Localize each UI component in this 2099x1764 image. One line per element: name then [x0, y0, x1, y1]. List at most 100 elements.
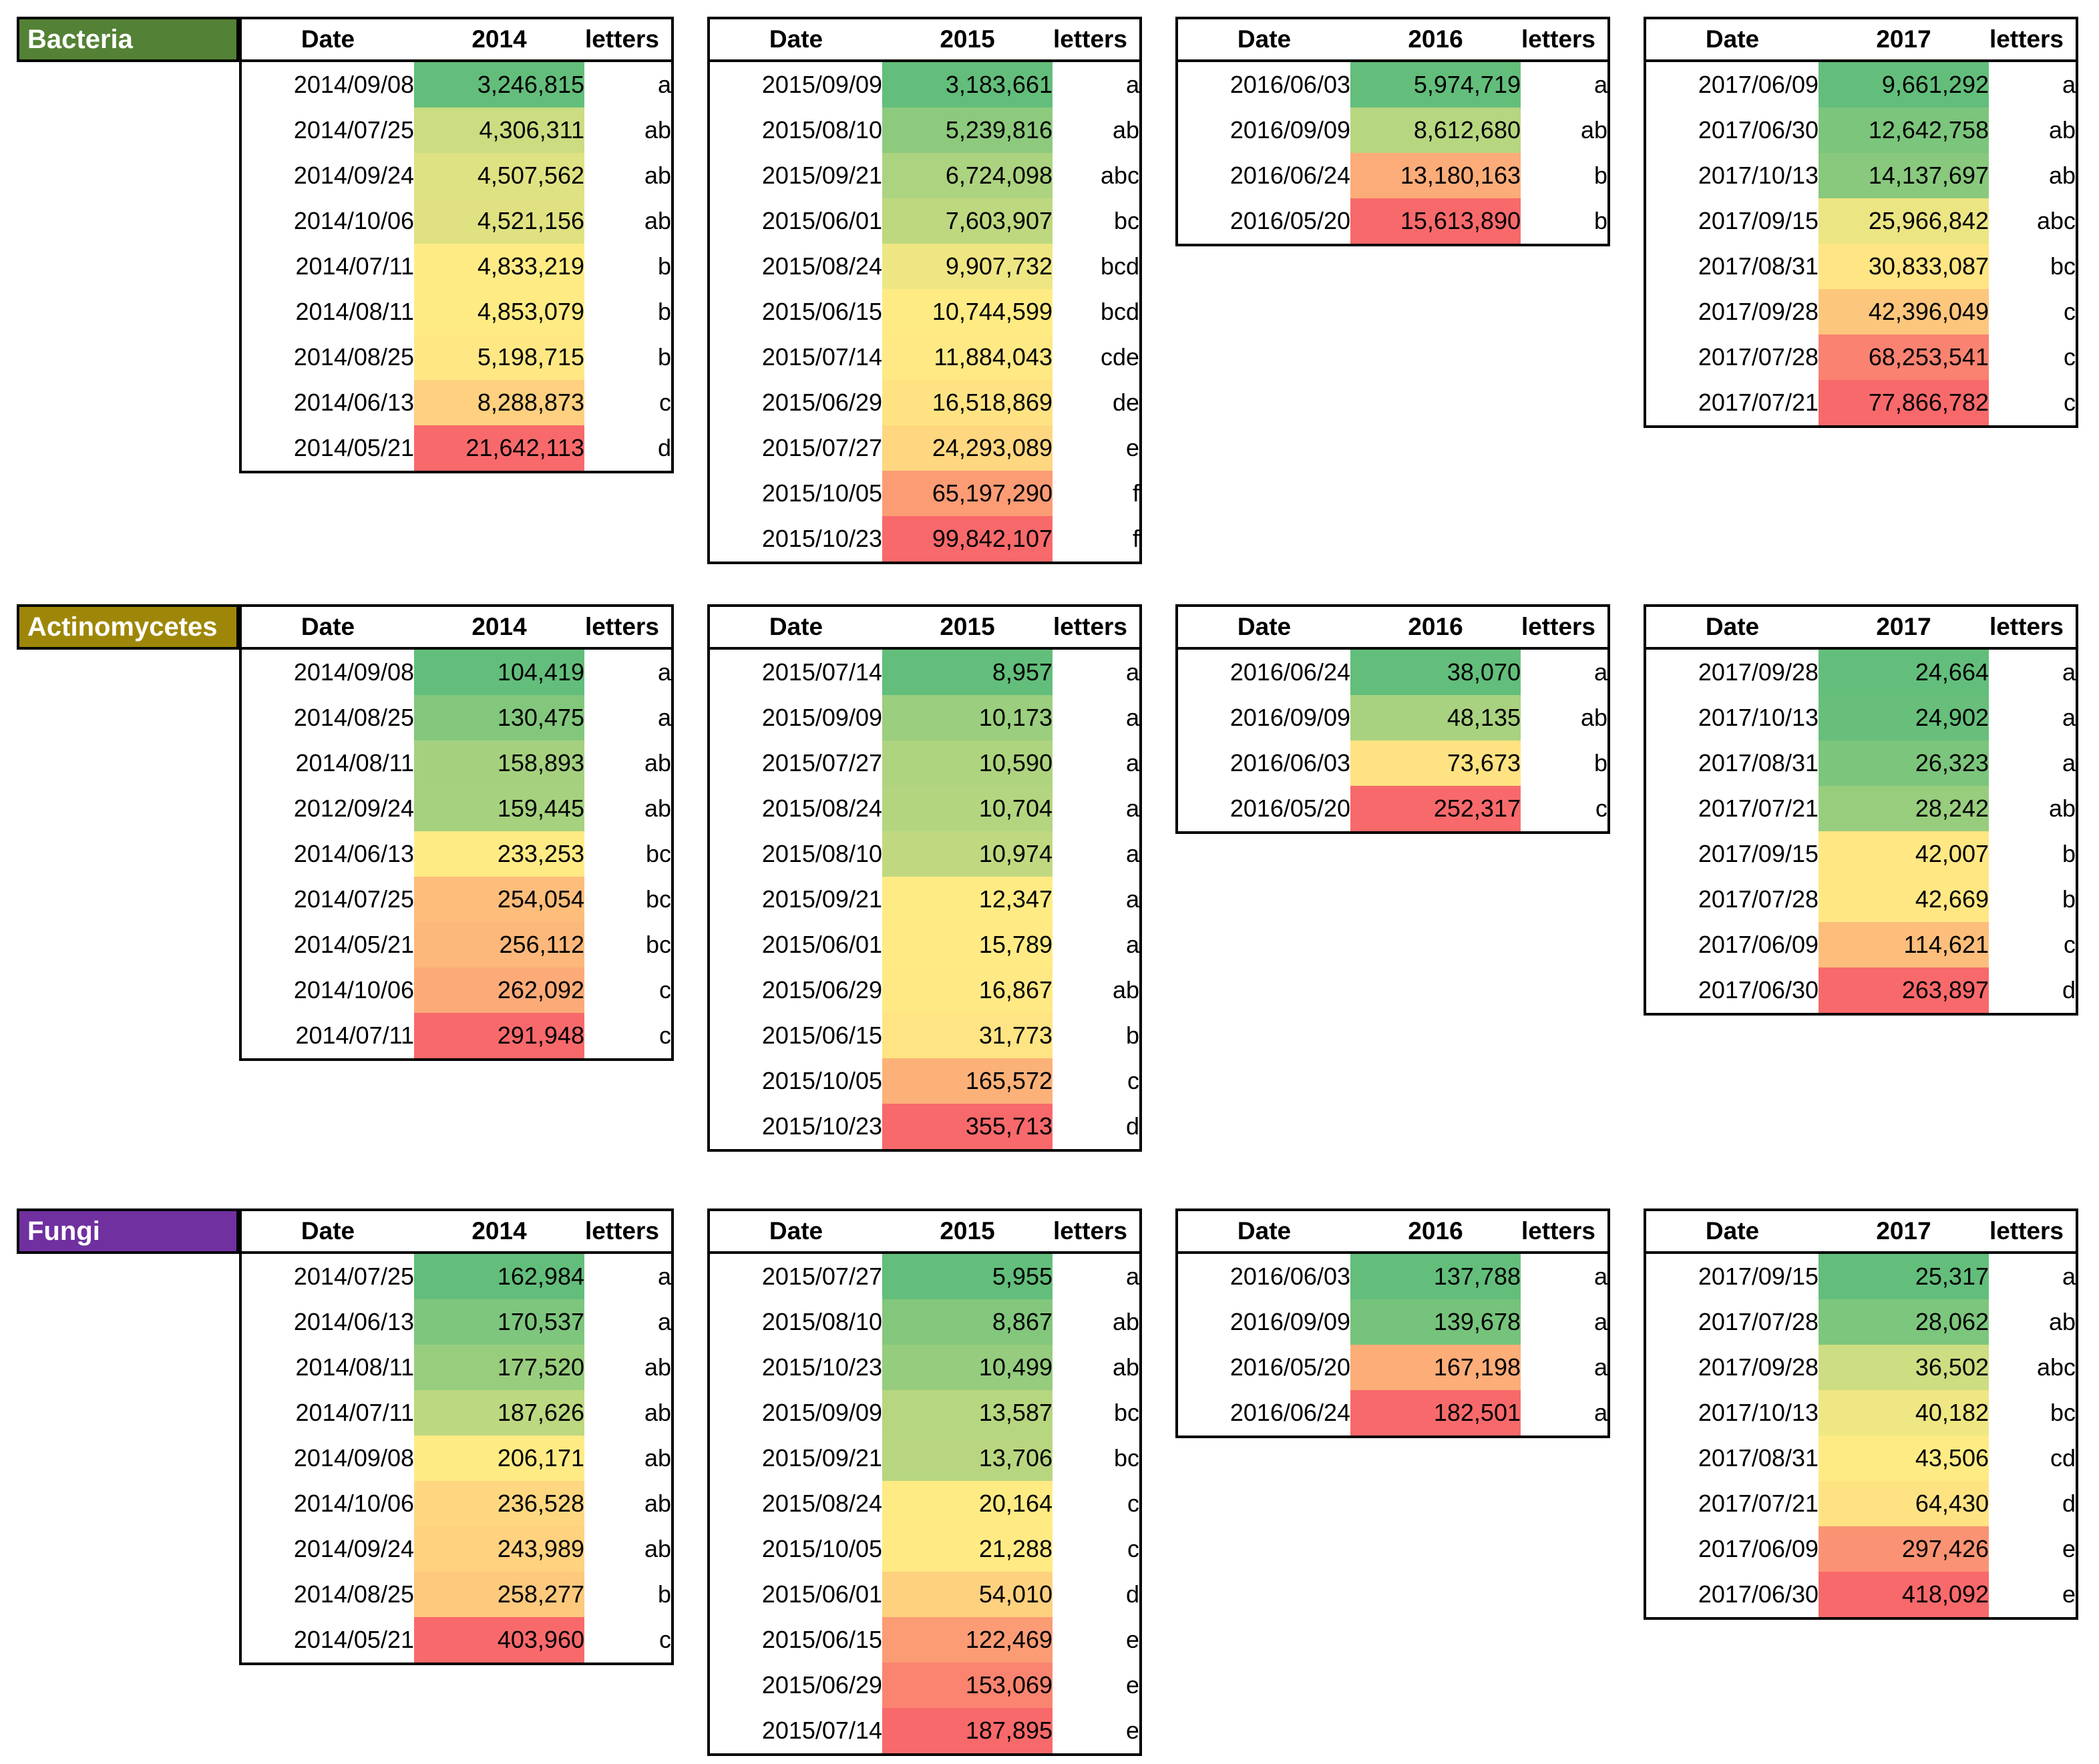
letters-cell: c	[659, 1022, 671, 1049]
letters-cell: bc	[2050, 1399, 2076, 1426]
heatmap-table-actinomycetes-2017: Date 2017 letters 2017/09/28 24,664 a 2017/10/…	[1644, 604, 2078, 1016]
table-row: 2014/10/06 236,528 ab	[240, 1481, 673, 1526]
date-cell: 2017/08/31	[1698, 749, 1819, 777]
value-cell: 48,135	[1350, 695, 1521, 740]
date-cell: 2016/06/24	[1229, 1399, 1350, 1426]
value-cell: 42,007	[1819, 831, 1989, 877]
date-cell: 2014/08/11	[295, 298, 414, 325]
letters-cell: a	[1593, 1353, 1607, 1381]
letters-cell: ab	[644, 162, 671, 189]
date-cell: 2016/05/20	[1229, 1353, 1350, 1381]
bacteria-label-and-first-table: Bacteria Date 2014 letters 2014/09/08 3,246,…	[17, 17, 674, 473]
date-cell: 2017/09/15	[1698, 840, 1819, 867]
column-header-letters: letters	[584, 18, 673, 62]
date-cell: 2014/08/11	[295, 749, 414, 777]
letters-cell: bc	[645, 931, 671, 958]
table-row: 2014/09/08 3,246,815 a	[240, 61, 673, 107]
value-cell: 252,317	[1350, 786, 1521, 833]
column-header-date: Date	[1177, 1210, 1350, 1254]
table-row: 2017/09/28 42,396,049 c	[1645, 289, 2077, 335]
letters-cell: abc	[2036, 207, 2076, 234]
value-cell: 243,989	[414, 1526, 584, 1572]
value-cell: 24,902	[1819, 695, 1989, 740]
date-cell: 2014/06/13	[293, 389, 414, 416]
letters-cell: ab	[644, 1444, 671, 1472]
table-row: 2017/10/13 24,902 a	[1645, 695, 2077, 740]
value-cell: 28,242	[1819, 786, 1989, 831]
value-cell: 162,984	[414, 1253, 584, 1299]
value-cell: 418,092	[1819, 1572, 1989, 1618]
value-cell: 12,642,758	[1819, 107, 1989, 153]
column-header-letters: letters	[1053, 1210, 1141, 1254]
letters-cell: a	[657, 71, 671, 98]
column-header-year: 2014	[414, 18, 584, 62]
column-header-year: 2014	[414, 1210, 584, 1254]
value-cell: 355,713	[882, 1104, 1053, 1150]
table-row: 2015/09/09 3,183,661 a	[709, 61, 1141, 107]
value-cell: 65,197,290	[882, 471, 1053, 516]
value-cell: 4,833,219	[414, 244, 584, 289]
table-row: 2014/06/13 8,288,873 c	[240, 380, 673, 425]
letters-cell: ab	[1112, 1308, 1139, 1335]
letters-cell: a	[1125, 71, 1139, 98]
table-row: 2015/06/29 153,069 e	[709, 1663, 1141, 1708]
column-header-date: Date	[1645, 606, 1819, 650]
table-row: 2017/06/30 12,642,758 ab	[1645, 107, 2077, 153]
value-cell: 182,501	[1350, 1390, 1521, 1437]
value-cell: 20,164	[882, 1481, 1053, 1526]
column-header-date: Date	[240, 606, 414, 650]
column-header-letters: letters	[584, 606, 673, 650]
header-row: Date 2015 letters	[709, 1210, 1141, 1254]
value-cell: 122,469	[882, 1617, 1053, 1663]
letters-cell: b	[657, 252, 671, 280]
table-row: 2017/06/09 114,621 c	[1645, 922, 2077, 967]
date-cell: 2014/08/25	[293, 1580, 414, 1608]
table-row: 2015/07/27 10,590 a	[709, 740, 1141, 786]
heatmap-table-bacteria-2014: Date 2014 letters 2014/09/08 3,246,815 a 2014/…	[239, 17, 674, 473]
table-row: 2015/10/05 65,197,290 f	[709, 471, 1141, 516]
letters-cell: a	[2062, 704, 2076, 731]
letters-cell: ab	[2048, 795, 2076, 822]
table-row: 2014/09/24 243,989 ab	[240, 1526, 673, 1572]
date-cell: 2014/07/11	[295, 1399, 414, 1426]
value-cell: 40,182	[1819, 1390, 1989, 1436]
value-cell: 12,347	[882, 877, 1053, 922]
table-row: 2016/05/20 252,317 c	[1177, 786, 1609, 833]
date-cell: 2016/06/03	[1229, 71, 1350, 98]
value-cell: 3,183,661	[882, 61, 1053, 107]
table-row: 2017/07/28 68,253,541 c	[1645, 335, 2077, 380]
table-row: 2015/08/24 20,164 c	[709, 1481, 1141, 1526]
table-row: 2015/07/14 11,884,043 cde	[709, 335, 1141, 380]
value-cell: 42,669	[1819, 877, 1989, 922]
heatmap-table-fungi-2017: Date 2017 letters 2017/09/15 25,317 a 2017/07/…	[1644, 1208, 2078, 1620]
date-cell: 2017/09/15	[1698, 207, 1819, 234]
value-cell: 73,673	[1350, 740, 1521, 786]
table-row: 2016/06/24 182,501 a	[1177, 1390, 1609, 1437]
date-cell: 2015/10/23	[761, 525, 882, 552]
table-row: 2017/07/28 28,062 ab	[1645, 1299, 2077, 1345]
date-cell: 2014/09/24	[293, 1535, 414, 1562]
value-cell: 42,396,049	[1819, 289, 1989, 335]
letters-cell: c	[1127, 1535, 1139, 1562]
date-cell: 2017/09/15	[1698, 1263, 1819, 1290]
letters-cell: b	[1593, 749, 1607, 777]
value-cell: 13,180,163	[1350, 153, 1521, 198]
table-row: 2015/06/01 54,010 d	[709, 1572, 1141, 1617]
table-row: 2014/09/08 104,419 a	[240, 648, 673, 695]
table-row: 2015/10/23 355,713 d	[709, 1104, 1141, 1150]
value-cell: 114,621	[1819, 922, 1989, 967]
date-cell: 2015/08/10	[761, 116, 882, 144]
date-cell: 2017/07/28	[1698, 885, 1819, 913]
letters-cell: b	[2062, 840, 2076, 867]
column-header-date: Date	[240, 18, 414, 62]
date-cell: 2015/09/09	[761, 71, 882, 98]
table-row: 2014/08/25 130,475 a	[240, 695, 673, 740]
value-cell: 26,323	[1819, 740, 1989, 786]
table-row: 2014/08/11 177,520 ab	[240, 1345, 673, 1390]
letters-cell: e	[1125, 1626, 1139, 1653]
value-cell: 10,173	[882, 695, 1053, 740]
table-row: 2017/08/31 26,323 a	[1645, 740, 2077, 786]
letters-cell: a	[1125, 795, 1139, 822]
date-cell: 2017/06/30	[1698, 1580, 1819, 1608]
table-row: 2014/05/21 21,642,113 d	[240, 425, 673, 472]
